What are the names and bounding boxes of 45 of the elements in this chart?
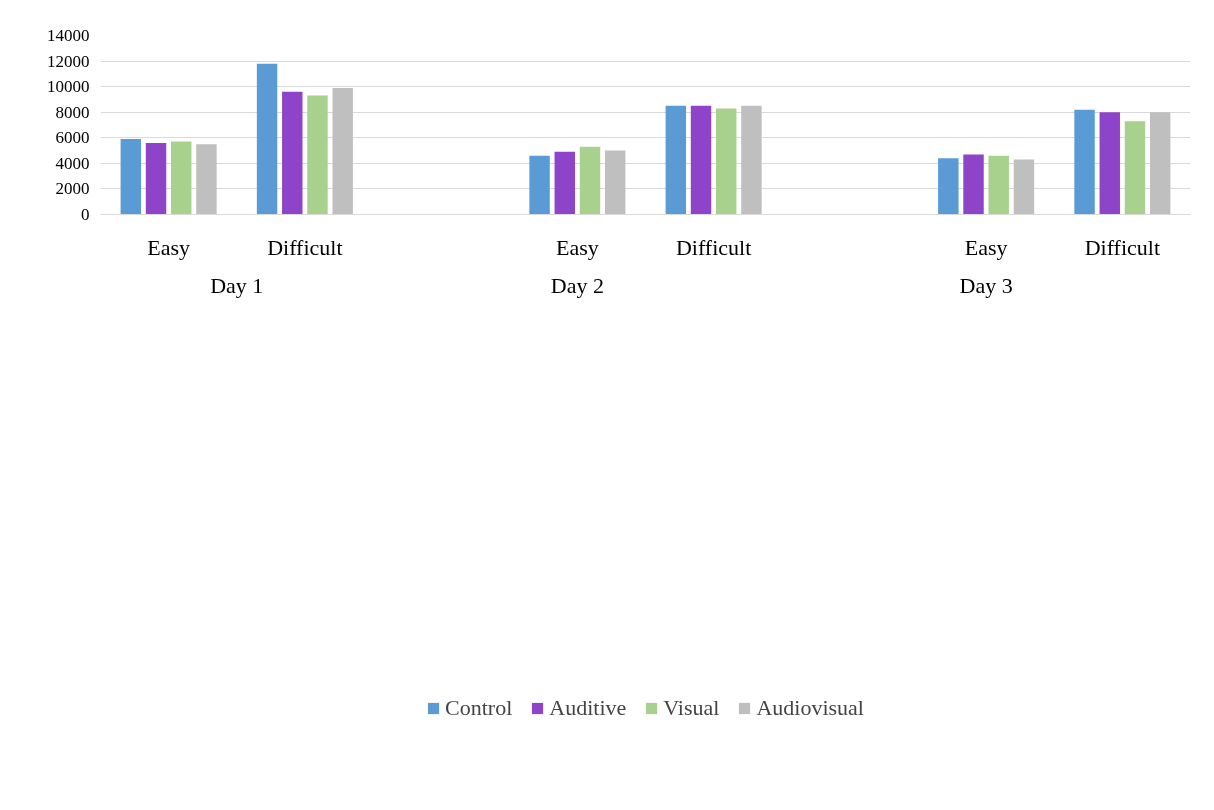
bar <box>554 151 575 215</box>
legend-label: Auditive <box>549 695 627 721</box>
legend-label: Control <box>445 695 513 721</box>
bar <box>282 91 303 215</box>
bar <box>1074 109 1095 215</box>
x-tick-label: Easy <box>555 234 599 260</box>
bar <box>120 139 142 215</box>
bar <box>529 155 550 215</box>
bar <box>716 108 737 215</box>
y-tick-label: 8000 <box>55 102 90 122</box>
text: Day 3 <box>959 272 1013 298</box>
text: Day 2 <box>550 272 604 298</box>
bar <box>988 155 1009 215</box>
bar <box>604 150 626 215</box>
bar <box>171 141 192 215</box>
bar <box>256 63 278 215</box>
x-tick-label: Difficult <box>267 234 343 260</box>
bar <box>1149 112 1171 215</box>
bar <box>1124 121 1146 215</box>
bar <box>938 158 959 215</box>
bar <box>665 105 687 215</box>
legend-label: Audiovisual <box>756 695 864 721</box>
bar <box>690 105 712 215</box>
y-tick-label: 6000 <box>55 128 90 148</box>
x-tick-label: Difficult <box>675 234 752 260</box>
bar <box>1099 112 1120 215</box>
x-tick-label: Easy <box>147 234 191 260</box>
bar <box>1013 159 1035 215</box>
bar <box>963 154 984 215</box>
text: Day 1 <box>210 272 264 298</box>
x-tick-label: Easy <box>964 234 1008 260</box>
y-tick-label: 10000 <box>47 77 90 97</box>
legend-label: Visual <box>663 695 720 721</box>
y-tick-label: 2000 <box>55 179 90 199</box>
bar <box>145 142 167 215</box>
bar <box>196 144 217 215</box>
bar <box>579 146 601 215</box>
y-tick-label: 12000 <box>47 51 90 71</box>
y-tick-label: 0 <box>81 205 90 224</box>
x-tick-label: Difficult <box>1084 234 1161 260</box>
y-tick-label: 4000 <box>55 153 90 173</box>
bar <box>741 105 762 215</box>
bar <box>307 95 328 215</box>
y-tick-label: 14000 <box>47 26 90 45</box>
bar <box>332 87 353 215</box>
